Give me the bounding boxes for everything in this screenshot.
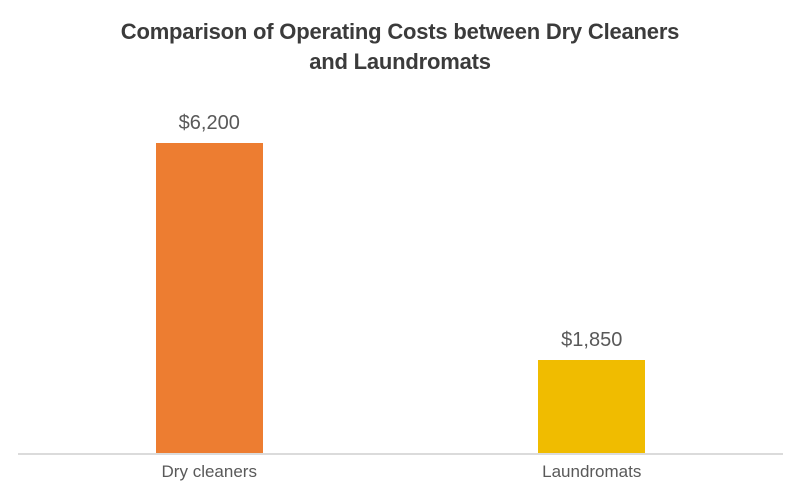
chart-title-line-2: and Laundromats xyxy=(309,49,491,74)
category-label-dry-cleaners: Dry cleaners xyxy=(161,462,257,481)
chart-title-line-1: Comparison of Operating Costs between Dr… xyxy=(120,19,680,44)
plot-area: $6,200 $1,850 xyxy=(18,88,783,453)
data-label-laundromats: $1,850 xyxy=(561,329,623,351)
bar-laundromats xyxy=(538,360,646,453)
category-axis: Dry cleaners Laundromats xyxy=(18,462,783,482)
x-axis-line xyxy=(18,453,783,455)
data-label-dry-cleaners: $6,200 xyxy=(178,112,240,134)
category-label-laundromats: Laundromats xyxy=(542,462,642,481)
bar-dry-cleaners xyxy=(155,143,263,453)
bar-group-laundromats: $1,850 xyxy=(401,88,784,453)
chart-title: Comparison of Operating Costs between Dr… xyxy=(0,17,800,77)
bar-group-dry-cleaners: $6,200 xyxy=(18,88,401,453)
